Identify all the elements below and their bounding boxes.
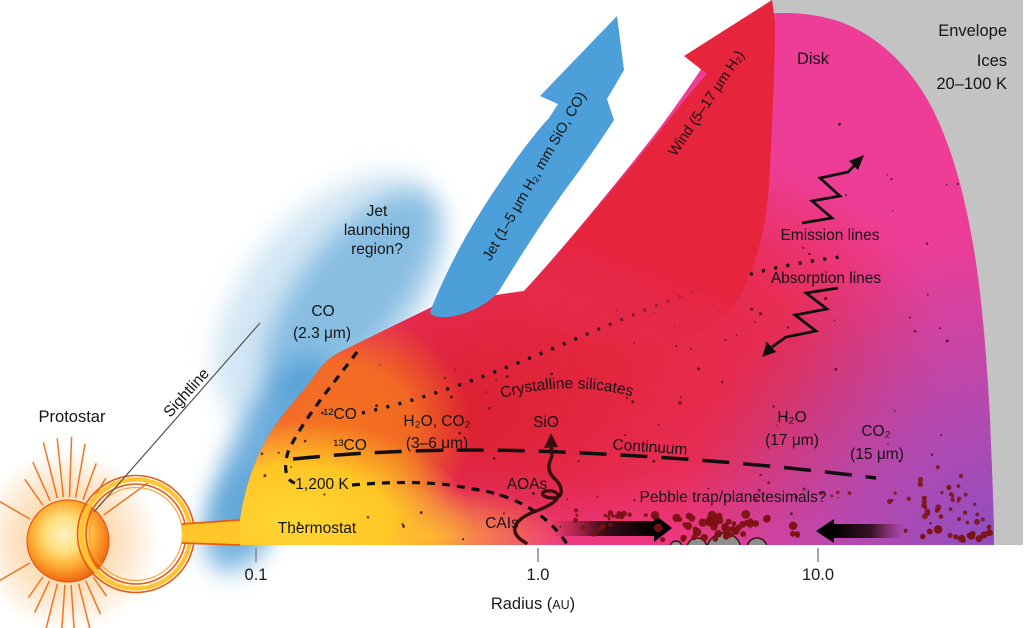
- svg-text:CO: CO: [311, 303, 334, 320]
- sio-label: SiO: [533, 414, 559, 431]
- h2o-co2-label: H₂O, CO₂ (3–6 μm): [403, 413, 470, 452]
- sightline-line: [93, 322, 261, 513]
- axis-title: Radius (AU): [491, 595, 575, 613]
- protostar-label: Protostar: [39, 408, 106, 426]
- tick-label-0-1: 0.1: [245, 566, 268, 584]
- envelope-label: Envelope Ices 20–100 K: [936, 22, 1007, 93]
- svg-text:H₂O: H₂O: [777, 409, 806, 426]
- disk-label: Disk: [797, 50, 830, 68]
- svg-text:(17 μm): (17 μm): [765, 432, 819, 449]
- continuum-label: Continuum: [612, 436, 688, 458]
- boundary-lines: [284, 254, 877, 545]
- absorption-arrowhead-icon: [762, 342, 776, 357]
- thermostat-contour-line: [284, 351, 359, 485]
- absorption-photon-arrow: [771, 286, 839, 349]
- jet-arrow: [430, 16, 624, 318]
- aoas-label: AOAs: [507, 476, 548, 493]
- sio-squiggle-arrow: [513, 433, 563, 545]
- protostar-group: [0, 436, 241, 628]
- tick-label-1-0: 1.0: [527, 566, 550, 584]
- svg-text:20–100 K: 20–100 K: [936, 75, 1007, 93]
- emission-arrowhead-icon: [849, 155, 864, 170]
- svg-text:(2.3 μm): (2.3 μm): [293, 325, 351, 342]
- emission-photon-arrow: [801, 162, 858, 225]
- absorption-lines-label: Absorption lines: [771, 270, 882, 287]
- emission-lines-label: Emission lines: [780, 227, 879, 244]
- svg-text:H₂O, CO₂: H₂O, CO₂: [403, 413, 470, 430]
- svg-text:(15 μm): (15 μm): [850, 446, 904, 463]
- cais-label: CAIs: [485, 515, 519, 532]
- co-overtone-label: CO (2.3 μm): [293, 303, 351, 342]
- pebble-trap-label: Pebble trap/planetesimals?: [640, 489, 827, 506]
- svg-text:CO₂: CO₂: [861, 423, 890, 440]
- wind-arrow: [523, 0, 775, 346]
- radius-axis: 0.1 1.0 10.0 Radius (AU): [245, 548, 834, 613]
- co12-label: ¹²CO: [323, 406, 357, 423]
- svg-text:Envelope: Envelope: [938, 22, 1007, 40]
- jet-launching-label: Jet launching region?: [344, 203, 410, 258]
- co13-label: ¹³CO: [333, 437, 367, 454]
- svg-text:launching: launching: [344, 222, 410, 239]
- h2o-mir-label: H₂O (17 μm): [765, 409, 819, 449]
- axis-ticks: [255, 548, 819, 562]
- svg-text:Ices: Ices: [977, 52, 1007, 70]
- thermostat-label: Thermostat: [278, 520, 357, 537]
- outward-migration-arrow: [816, 519, 904, 543]
- protostar-rays: [0, 436, 149, 628]
- tick-label-10-0: 10.0: [802, 566, 834, 584]
- photon-arrows: [762, 155, 864, 357]
- accretion-channel: [181, 519, 241, 546]
- svg-text:region?: region?: [351, 241, 403, 258]
- temp-1200-label: 1,200 K: [295, 476, 349, 493]
- svg-text:Jet: Jet: [367, 203, 388, 220]
- co2-mir-label: CO₂ (15 μm): [850, 423, 904, 463]
- svg-text:(3–6 μm): (3–6 μm): [406, 435, 468, 452]
- continuum-line: [292, 448, 877, 480]
- pebble-dots: [573, 465, 993, 543]
- temp-1200-contour-line: [351, 480, 569, 545]
